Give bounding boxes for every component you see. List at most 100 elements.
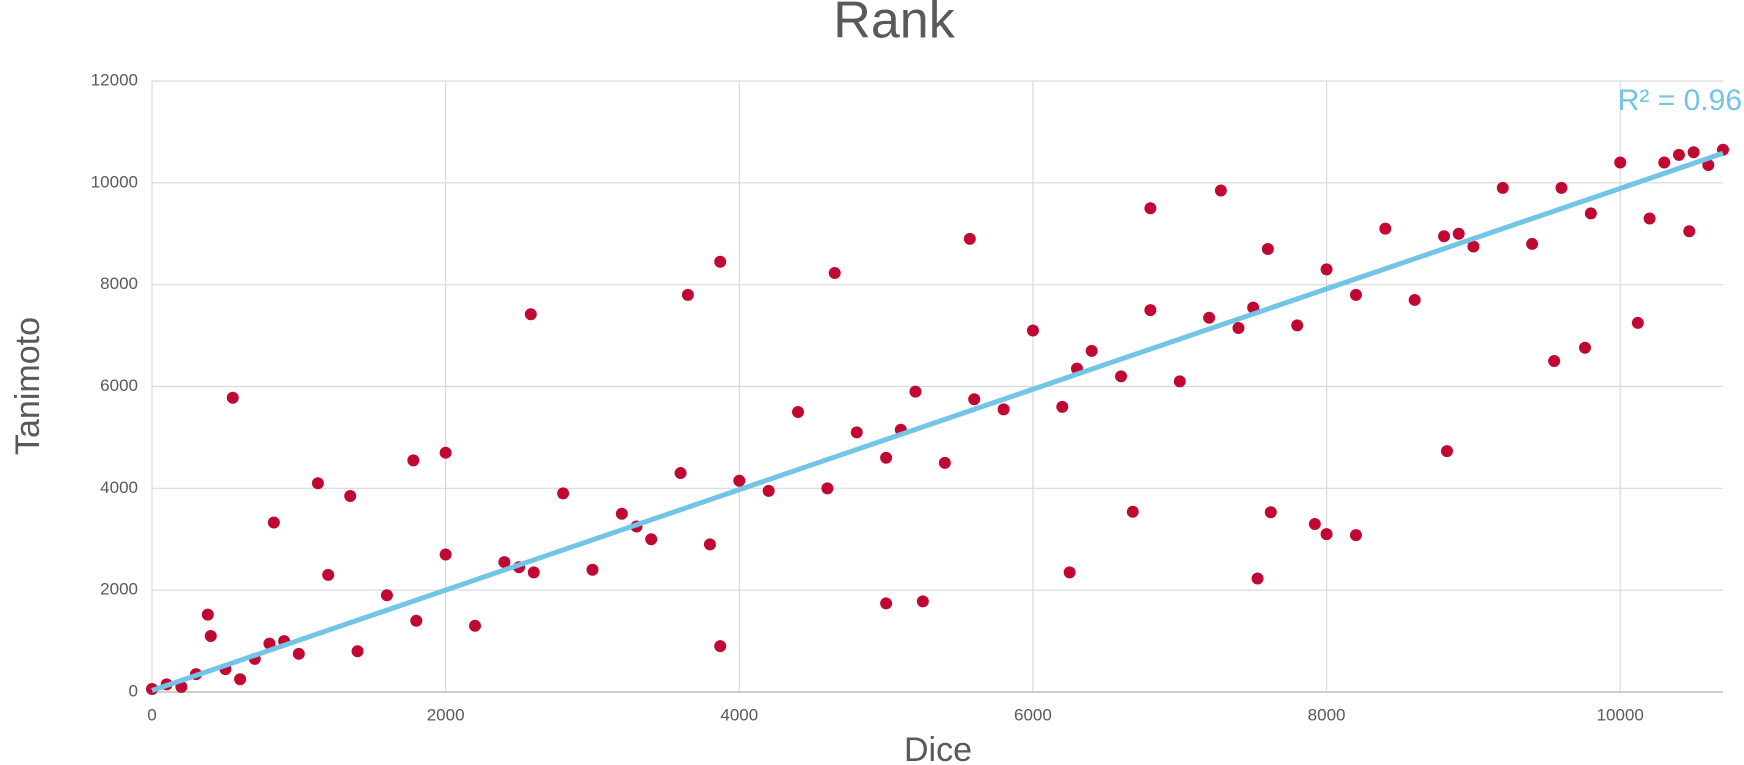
point	[674, 467, 687, 480]
point	[1584, 207, 1597, 220]
point	[1452, 227, 1465, 240]
point	[1702, 159, 1715, 172]
point	[1115, 370, 1128, 383]
point	[407, 454, 420, 467]
point	[1578, 341, 1591, 354]
point	[1548, 355, 1561, 368]
point	[292, 647, 305, 660]
point	[586, 563, 599, 576]
point	[821, 482, 834, 495]
point	[1261, 243, 1274, 256]
point	[226, 391, 239, 404]
point	[909, 385, 922, 398]
point	[733, 474, 746, 487]
y-tick-label: 8000	[100, 274, 138, 293]
point	[1687, 146, 1700, 159]
point	[322, 568, 335, 581]
point	[681, 288, 694, 301]
point	[439, 548, 452, 561]
x-tick-label: 2000	[427, 705, 465, 724]
point	[828, 266, 841, 279]
point	[1526, 237, 1539, 250]
point	[997, 403, 1010, 416]
x-tick-label: 0	[147, 705, 156, 724]
point	[963, 232, 976, 245]
point	[968, 393, 981, 406]
point	[410, 614, 423, 627]
point	[1251, 572, 1264, 585]
y-tick-label: 12000	[91, 70, 138, 89]
point	[1144, 202, 1157, 215]
point	[1214, 184, 1227, 197]
point	[263, 637, 276, 650]
point	[524, 308, 537, 321]
point	[1264, 506, 1277, 519]
x-tick-label: 10000	[1597, 705, 1644, 724]
point	[557, 487, 570, 500]
point	[1349, 529, 1362, 542]
point	[1614, 156, 1627, 169]
trendline	[151, 150, 1724, 693]
point	[234, 673, 247, 686]
point	[351, 645, 364, 658]
x-tick-label: 8000	[1308, 705, 1346, 724]
y-tick-label: 10000	[91, 172, 138, 191]
point	[1379, 222, 1392, 235]
point	[1658, 156, 1671, 169]
point	[916, 595, 929, 608]
point	[645, 533, 658, 546]
point	[792, 405, 805, 418]
point	[1643, 212, 1656, 225]
point	[1555, 181, 1568, 194]
point	[1496, 181, 1509, 194]
point	[1026, 324, 1039, 337]
point	[1683, 225, 1696, 238]
point	[1320, 263, 1333, 276]
point	[1308, 517, 1321, 530]
point	[615, 507, 628, 520]
point	[1232, 321, 1245, 334]
x-tick-label: 6000	[1014, 705, 1052, 724]
point	[1126, 505, 1139, 518]
point	[267, 516, 280, 529]
point	[1349, 288, 1362, 301]
point	[1440, 445, 1453, 458]
chart-title: Rank	[833, 0, 955, 50]
point	[498, 556, 511, 569]
y-tick-label: 4000	[100, 478, 138, 497]
point	[850, 426, 863, 439]
point	[1291, 319, 1304, 332]
y-tick-label: 0	[129, 681, 138, 700]
point	[1467, 240, 1480, 253]
x-axis-label: Dice	[904, 731, 972, 765]
point	[714, 255, 727, 268]
point	[938, 456, 951, 469]
point	[1085, 344, 1098, 357]
point	[527, 566, 540, 579]
point	[1063, 566, 1076, 579]
point	[762, 484, 775, 497]
point	[1144, 304, 1157, 317]
point	[714, 640, 727, 653]
point	[1438, 230, 1451, 243]
point	[380, 589, 393, 602]
point	[703, 538, 716, 551]
y-axis-label: Tanimoto	[9, 317, 47, 455]
point	[311, 477, 324, 490]
point	[1631, 316, 1644, 329]
point	[204, 629, 217, 642]
point	[1408, 293, 1421, 306]
y-tick-label: 6000	[100, 376, 138, 395]
point	[880, 451, 893, 464]
point	[344, 489, 357, 502]
x-tick-label: 4000	[720, 705, 758, 724]
point	[201, 608, 214, 621]
point	[439, 446, 452, 459]
point	[469, 619, 482, 632]
point	[1056, 400, 1069, 413]
point	[880, 597, 893, 610]
trendline-annotation: R² = 0.96	[1618, 84, 1742, 117]
point	[1203, 311, 1216, 324]
